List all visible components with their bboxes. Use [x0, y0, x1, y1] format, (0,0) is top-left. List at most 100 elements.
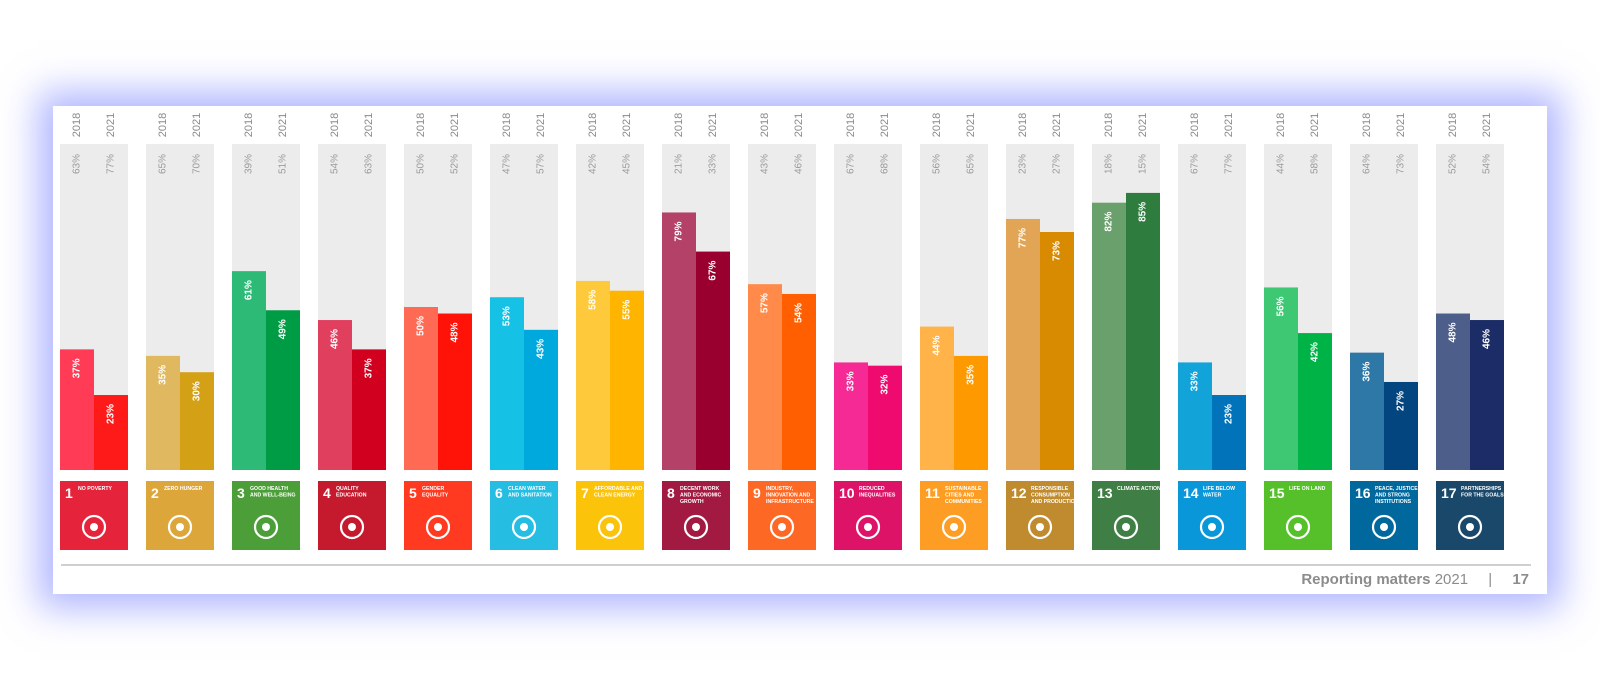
bar-2018 — [1436, 313, 1470, 470]
remainder-label: 51% — [278, 154, 289, 174]
sdg-goal-icon-center — [778, 523, 786, 531]
remainder-label: 52% — [450, 154, 461, 174]
sdg-goal-number: 17 — [1441, 485, 1457, 501]
bar-value-label: 54% — [794, 303, 805, 323]
bar-2021 — [696, 251, 730, 470]
bar-value-label: 42% — [1310, 342, 1321, 362]
sdg-goal-caption: GROWTH — [680, 499, 704, 505]
bar-2021 — [1126, 192, 1160, 470]
bar-2018 — [318, 320, 352, 470]
bar-2021 — [1298, 333, 1332, 470]
sdg-goal-icon-center — [176, 523, 184, 531]
year-label: 2021 — [1051, 113, 1063, 137]
sdg-goal-caption: AND STRONG — [1375, 493, 1410, 499]
sdg-goal-caption: LIFE ON LAND — [1289, 486, 1326, 492]
year-label: 2018 — [759, 113, 771, 137]
bar-2018 — [920, 326, 954, 470]
bar-value-label: 35% — [158, 365, 169, 385]
bar-2018 — [490, 297, 524, 470]
bar-2018 — [146, 355, 180, 470]
bar-2021 — [1470, 320, 1504, 470]
sdg-goal-caption: QUALITY — [336, 486, 359, 492]
remainder-label: 68% — [880, 154, 891, 174]
year-label: 2018 — [673, 113, 685, 137]
sdg-goal-icon — [81, 514, 107, 540]
sdg-goal-icon — [1113, 514, 1139, 540]
year-label: 2021 — [879, 113, 891, 137]
bar-2021 — [1384, 381, 1418, 470]
remainder-label: 27% — [1052, 154, 1063, 174]
sdg-goal-icon — [511, 514, 537, 540]
bar-2018 — [1092, 202, 1126, 470]
sdg-goal-number: 15 — [1269, 485, 1285, 501]
sdg-goal-number: 9 — [753, 485, 761, 501]
bar-value-label: 23% — [106, 404, 117, 424]
bar-value-label: 57% — [760, 293, 771, 313]
footer-separator: | — [1488, 571, 1493, 588]
sdg-goal-number: 11 — [925, 485, 940, 501]
bar-value-label: 58% — [588, 290, 599, 310]
year-label: 2018 — [1275, 113, 1287, 137]
bar-value-label: 35% — [966, 365, 977, 385]
sdg-goal-icon-center — [348, 523, 356, 531]
sdg-goal-caption: CITIES AND — [945, 493, 974, 499]
bar-value-label: 49% — [278, 319, 289, 339]
bar-2018 — [576, 280, 610, 470]
year-label: 2018 — [415, 113, 427, 137]
remainder-label: 18% — [1104, 154, 1115, 174]
sdg-goal-number: 8 — [667, 485, 675, 501]
bar-2021 — [94, 395, 128, 470]
bar-value-label: 44% — [932, 335, 943, 355]
remainder-label: 43% — [760, 154, 771, 174]
bar-value-label: 23% — [1224, 404, 1235, 424]
page-number: 17 — [1512, 571, 1529, 588]
bar-2021 — [524, 329, 558, 470]
sdg-goal-icon-center — [1208, 523, 1216, 531]
sdg-goal-caption: INNOVATION AND — [766, 493, 811, 499]
sdg-goal-caption: NO POVERTY — [78, 486, 113, 492]
sdg-goal-icon-center — [692, 523, 700, 531]
remainder-label: 54% — [330, 154, 341, 174]
bar-value-label: 53% — [502, 306, 513, 326]
bar-value-label: 79% — [674, 221, 685, 241]
year-label: 2018 — [1189, 113, 1201, 137]
bar-value-label: 32% — [880, 375, 891, 395]
sdg-goal-caption: AFFORDABLE AND — [594, 486, 642, 492]
remainder-label: 63% — [364, 154, 375, 174]
bar-2018 — [834, 362, 868, 470]
bar-value-label: 46% — [330, 329, 341, 349]
bar-2021 — [180, 372, 214, 470]
bar-value-label: 27% — [1396, 391, 1407, 411]
sdg-goal-number: 12 — [1011, 485, 1027, 501]
footer-year: 2021 — [1434, 571, 1469, 588]
sdg-goal-caption: WATER — [1203, 493, 1222, 499]
bar-value-label: 56% — [1276, 296, 1287, 316]
bar-2018 — [232, 271, 266, 470]
year-label: 2021 — [965, 113, 977, 137]
remainder-label: 52% — [1448, 154, 1459, 174]
remainder-label: 39% — [244, 154, 255, 174]
sdg-goal-caption: LIFE BELOW — [1203, 486, 1235, 492]
bar-value-label: 33% — [1190, 371, 1201, 391]
sdg-goal-caption: CLEAN ENERGY — [594, 493, 636, 499]
sdg-goal-number: 10 — [839, 485, 855, 501]
remainder-label: 42% — [588, 154, 599, 174]
sdg-goal-icon — [683, 514, 709, 540]
sdg-goal-caption: SUSTAINABLE — [945, 486, 982, 492]
sdg-goal-caption: PARTNERSHIPS — [1461, 486, 1502, 492]
year-label: 2021 — [793, 113, 805, 137]
report-card: 37% 2018 63% 23% 2021 77% 1 NO POVERTY 35% 2018 65… — [53, 106, 1547, 594]
footer-divider — [61, 564, 1531, 566]
year-label: 2021 — [535, 113, 547, 137]
year-label: 2021 — [277, 113, 289, 137]
sdg-goal-icon — [941, 514, 967, 540]
bar-value-label: 73% — [1052, 241, 1063, 261]
sdg-goal-number: 16 — [1355, 485, 1371, 501]
bar-2018 — [1264, 287, 1298, 470]
sdg-goal-icon-center — [864, 523, 872, 531]
sdg-goal-icon-center — [1466, 523, 1474, 531]
sdg-goal-number: 14 — [1183, 485, 1199, 501]
